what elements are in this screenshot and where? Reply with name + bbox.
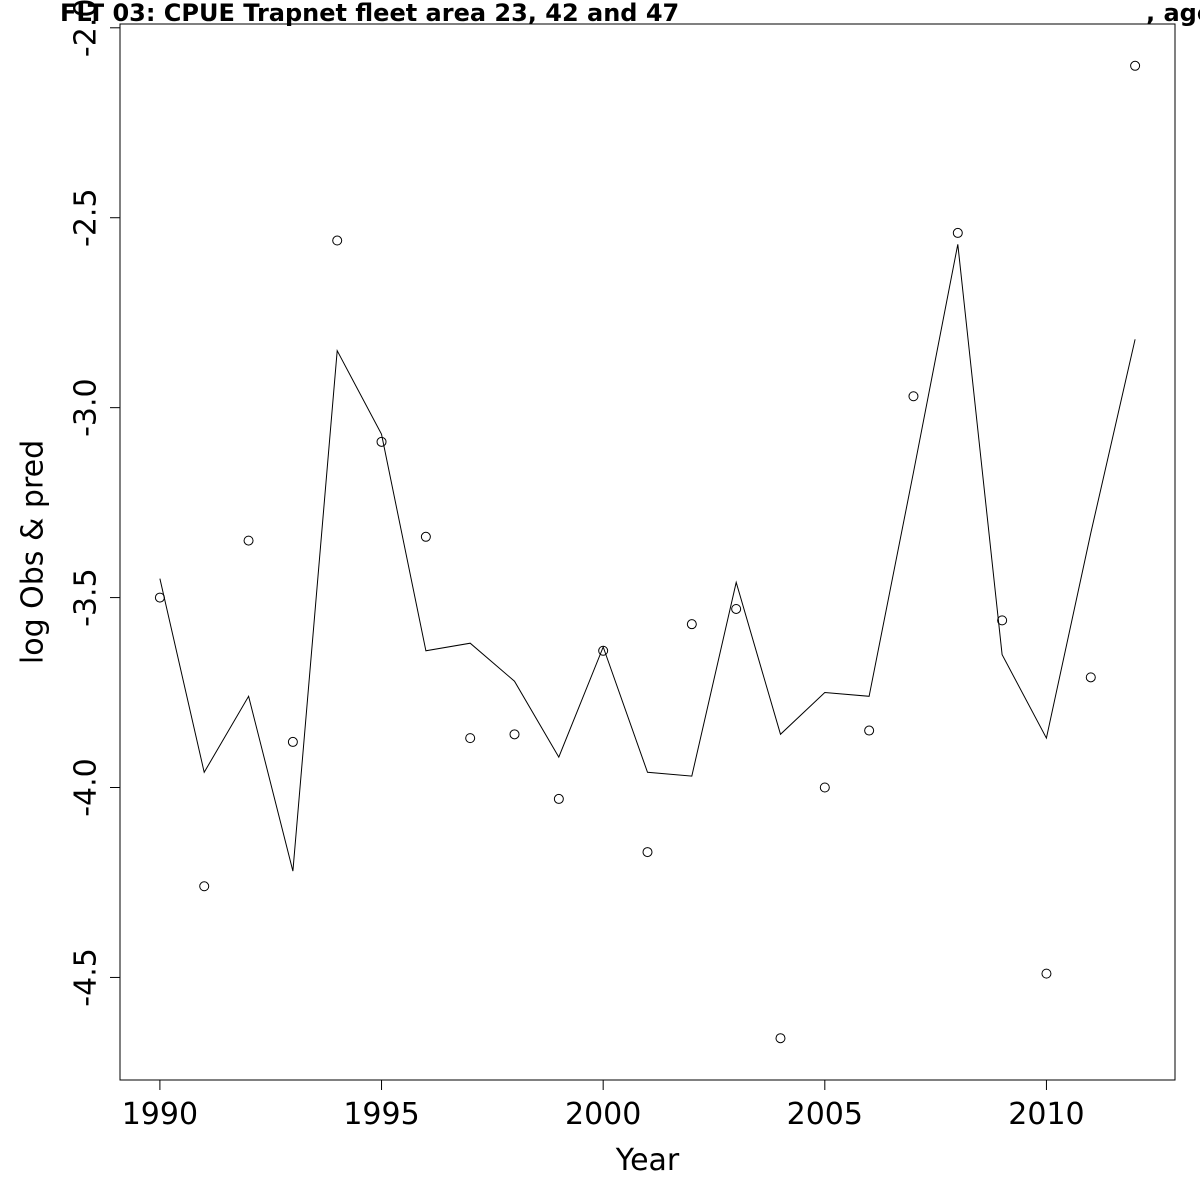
observed-point-2002 xyxy=(686,619,697,630)
y-tick-label--4.0: -4.0 xyxy=(69,758,104,817)
observed-point-2003 xyxy=(731,603,742,614)
x-tick-label-1990: 1990 xyxy=(122,1097,198,1132)
x-tick-label-2005: 2005 xyxy=(787,1097,863,1132)
observed-point-2005 xyxy=(819,782,830,793)
observed-point-1998 xyxy=(509,729,520,740)
observed-point-2004 xyxy=(775,1033,786,1044)
observed-point-2007 xyxy=(908,391,919,402)
y-tick-label--3.0: -3.0 xyxy=(69,378,104,437)
observed-series xyxy=(154,60,1141,1044)
observed-point-1993 xyxy=(287,736,298,747)
y-tick-label--4.5: -4.5 xyxy=(69,948,104,1007)
x-tick-label-1995: 1995 xyxy=(343,1097,419,1132)
x-axis-title: Year xyxy=(615,1143,680,1178)
observed-point-1992 xyxy=(243,535,254,546)
observed-point-1990 xyxy=(154,592,165,603)
plot-frame xyxy=(119,23,1176,1081)
observed-point-2008 xyxy=(952,227,963,238)
x-tick-label-2000: 2000 xyxy=(565,1097,641,1132)
x-tick-label-2010: 2010 xyxy=(1008,1097,1084,1132)
predicted-line xyxy=(159,244,1136,872)
observed-point-1999 xyxy=(553,793,564,804)
chart-title: FLT 03: CPUE Trapnet fleet area 23, 42 a… xyxy=(60,0,679,27)
observed-point-2001 xyxy=(642,847,653,858)
chart-title-suffix: , age 2 xyxy=(1146,0,1200,27)
observed-point-1996 xyxy=(420,531,431,542)
observed-point-2011 xyxy=(1085,672,1096,683)
observed-point-2006 xyxy=(864,725,875,736)
observed-point-1994 xyxy=(332,235,343,246)
observed-point-1991 xyxy=(199,881,210,892)
observed-point-2000 xyxy=(598,645,609,656)
predicted-series xyxy=(159,244,1136,872)
y-tick-label--3.5: -3.5 xyxy=(69,568,104,627)
observed-point-2009 xyxy=(997,615,1008,626)
x-axis: 1990 1995 2000 2005 2010 xyxy=(122,1080,1085,1132)
observed-point-2010 xyxy=(1041,968,1052,979)
observed-point-2012 xyxy=(1130,60,1141,71)
observed-point-1997 xyxy=(465,733,476,744)
observed-point-1995 xyxy=(376,436,387,447)
y-tick-label--2.0: -2.0 xyxy=(69,0,104,57)
y-axis-title: log Obs & pred xyxy=(16,440,51,664)
y-tick-label--2.5: -2.5 xyxy=(69,188,104,247)
chart-title-group: FLT 03: CPUE Trapnet fleet area 23, 42 a… xyxy=(60,0,1200,27)
y-axis: -4.5 -4.0 -3.5 -3.0 -2.5 -2.0 xyxy=(69,0,120,1007)
